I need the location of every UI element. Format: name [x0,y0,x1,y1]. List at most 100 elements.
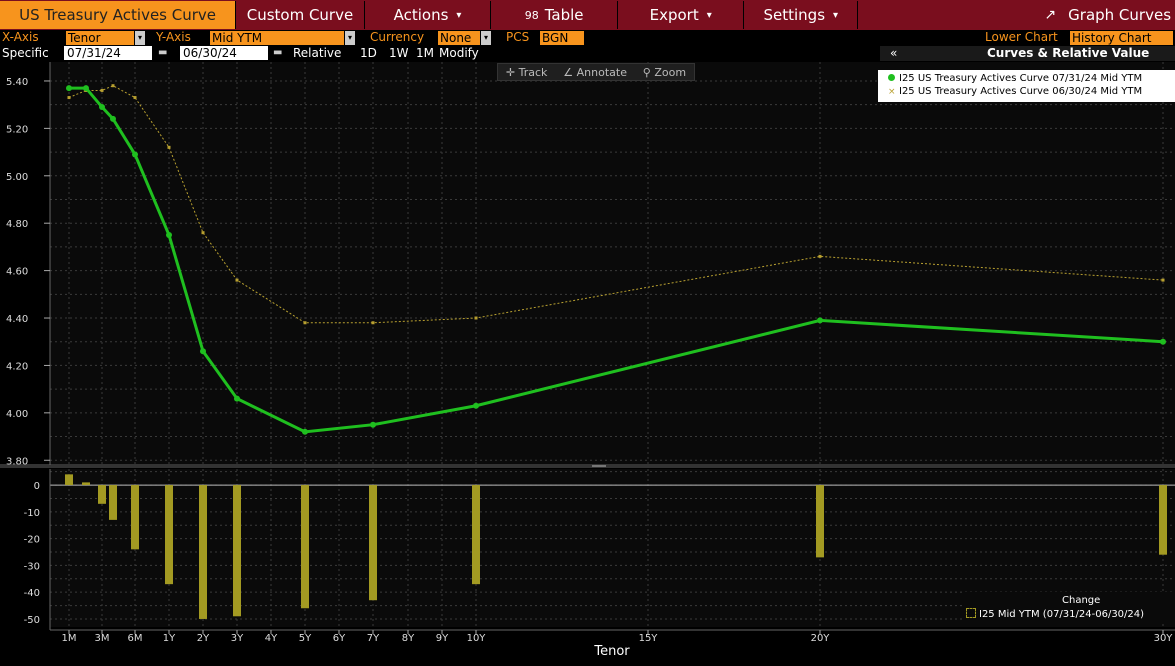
chevron-down-icon: ▾ [456,9,462,21]
series-0630-curve [67,84,1165,325]
change-bar [65,474,73,486]
track-tool[interactable]: ✛ Track [506,66,548,79]
x-tick-label: 4Y [265,633,278,644]
export-menu[interactable]: Export ▾ [618,1,745,29]
settings-menu[interactable]: Settings ▾ [744,1,859,29]
lower-chart-select[interactable]: History Chart [1070,31,1173,45]
change-legend-label: I25 Mid YTM (07/31/24-06/30/24) [979,609,1145,620]
collapse-panel-icon[interactable]: « [890,46,898,60]
x-axis-title: Tenor [593,644,630,659]
settings-label: Settings [763,6,826,24]
change-bar [301,485,309,609]
relative-1d-button[interactable]: 1D [360,46,377,60]
table-icon: 98 [524,8,539,22]
curve-point [99,104,105,111]
change-bar [199,485,207,619]
curve-point [201,231,205,235]
x-tick-label: 15Y [639,633,659,644]
curve-point [371,321,375,325]
y-tick-label: 4.00 [6,409,28,420]
crosshair-icon: ✛ [505,65,516,79]
curve-point [110,115,116,122]
y-tick-label: 5.20 [6,124,28,135]
yield-curve-chart[interactable]: 3.80 4.00 4.20 4.40 4.60 4.80 5.00 5.20 5.40 -50 -… [0,61,1175,666]
x-tick-label: 8Y [402,633,415,644]
y-tick-label: -30 [24,561,40,572]
legend-label-0630: I25 US Treasury Actives Curve 06/30/24 M… [899,86,1143,97]
x-tick-label: 1Y [163,633,176,644]
change-bar [472,485,480,585]
actions-label: Actions [393,6,449,24]
upper-plot-area [50,62,1175,465]
specific-label: Specific [2,46,49,60]
change-bars [65,474,1167,619]
curve-point [1161,278,1165,282]
x-tick-label: 30Y [1154,633,1174,644]
x-tick-label: 2Y [197,633,210,644]
y-tick-label: -20 [24,535,40,546]
curves-panel-title: Curves & Relative Value [987,46,1150,60]
change-bar [369,485,377,601]
axis-controls-row: X-Axis Tenor ▾ Y-Axis Mid YTM ▾ Currency… [0,30,1175,46]
change-bar [165,485,173,585]
custom-curve-menu[interactable]: Custom Curve [236,1,365,29]
x-tick-label: 10Y [467,633,487,644]
y-axis-select[interactable]: Mid YTM [210,31,344,45]
y-tick-label: 4.80 [6,219,28,230]
calendar-icon[interactable]: ▬ [158,47,168,58]
curve-point [473,402,479,409]
x-axis-select[interactable]: Tenor [66,31,134,45]
legend-item-0630[interactable]: × I25 US Treasury Actives Curve 06/30/24 … [888,86,1142,97]
curve-title-tab[interactable]: US Treasury Actives Curve [0,1,237,29]
curve-title-label: US Treasury Actives Curve [19,6,217,24]
actions-menu[interactable]: Actions ▾ [365,1,492,29]
pcs-label: PCS [506,30,530,44]
y-tick-label: 3.80 [6,456,28,467]
legend-label-0731: I25 US Treasury Actives Curve 07/31/24 M… [899,73,1143,84]
curve-point [167,145,171,149]
date1-input[interactable]: 07/31/24 [64,46,152,60]
y-tick-label: 4.40 [6,314,28,325]
x-tick-label: 3Y [231,633,244,644]
graph-curves-button[interactable]: ↗ Graph Curves [858,1,1175,29]
curve-point [818,254,822,258]
bar-swatch-icon [966,608,976,618]
custom-curve-label: Custom Curve [246,6,354,24]
curve-point [111,84,115,88]
x-tick-label: 5Y [299,633,312,644]
y-axis-ticks: 3.80 4.00 4.20 4.40 4.60 4.80 5.00 5.20 5.40 -50 -… [6,77,50,626]
pcs-field[interactable]: BGN [540,31,584,45]
curve-point [235,278,239,282]
modify-button[interactable]: Modify [439,46,479,60]
relative-1w-button[interactable]: 1W [389,46,409,60]
y-axis-dropdown-icon[interactable]: ▾ [345,31,355,45]
lower-chart-label: Lower Chart [985,30,1058,44]
date2-input[interactable]: 06/30/24 [180,46,268,60]
curve-point [100,88,104,92]
currency-select[interactable]: None [438,31,480,45]
chart-legend: I25 US Treasury Actives Curve 07/31/24 M… [878,70,1175,102]
x-tick-label: 3M [95,633,110,644]
curve-point [302,428,308,435]
y-axis-label: Y-Axis [156,30,191,44]
change-legend-item[interactable]: I25 Mid YTM (07/31/24-06/30/24) [966,608,1144,620]
top-menu-bar: US Treasury Actives Curve Custom Curve A… [0,0,1175,30]
x-axis-ticks: 1M 3M 6M 1Y 2Y 3Y 4Y 5Y 6Y 7Y 8Y 9Y 10Y 15Y 20Y 30Y [62,630,1174,644]
calendar-icon[interactable]: ▬ [273,47,283,58]
x-axis-dropdown-icon[interactable]: ▾ [135,31,145,45]
divider-handle[interactable] [592,465,606,467]
zoom-tool[interactable]: ⚲ Zoom [643,66,686,79]
green-dot-icon [888,74,895,81]
curve-point [1160,338,1166,345]
change-bar [98,485,106,504]
curve-point [67,96,71,100]
annotate-tool[interactable]: ∠ Annotate [563,66,627,79]
table-button[interactable]: 98 Table [491,1,618,29]
legend-item-0731[interactable]: I25 US Treasury Actives Curve 07/31/24 M… [888,73,1142,84]
y-tick-label: 5.00 [6,172,28,183]
currency-dropdown-icon[interactable]: ▾ [481,31,491,45]
change-bar [816,485,824,558]
change-bar [1159,485,1167,555]
x-tick-label: 6M [128,633,143,644]
relative-1m-button[interactable]: 1M [416,46,434,60]
